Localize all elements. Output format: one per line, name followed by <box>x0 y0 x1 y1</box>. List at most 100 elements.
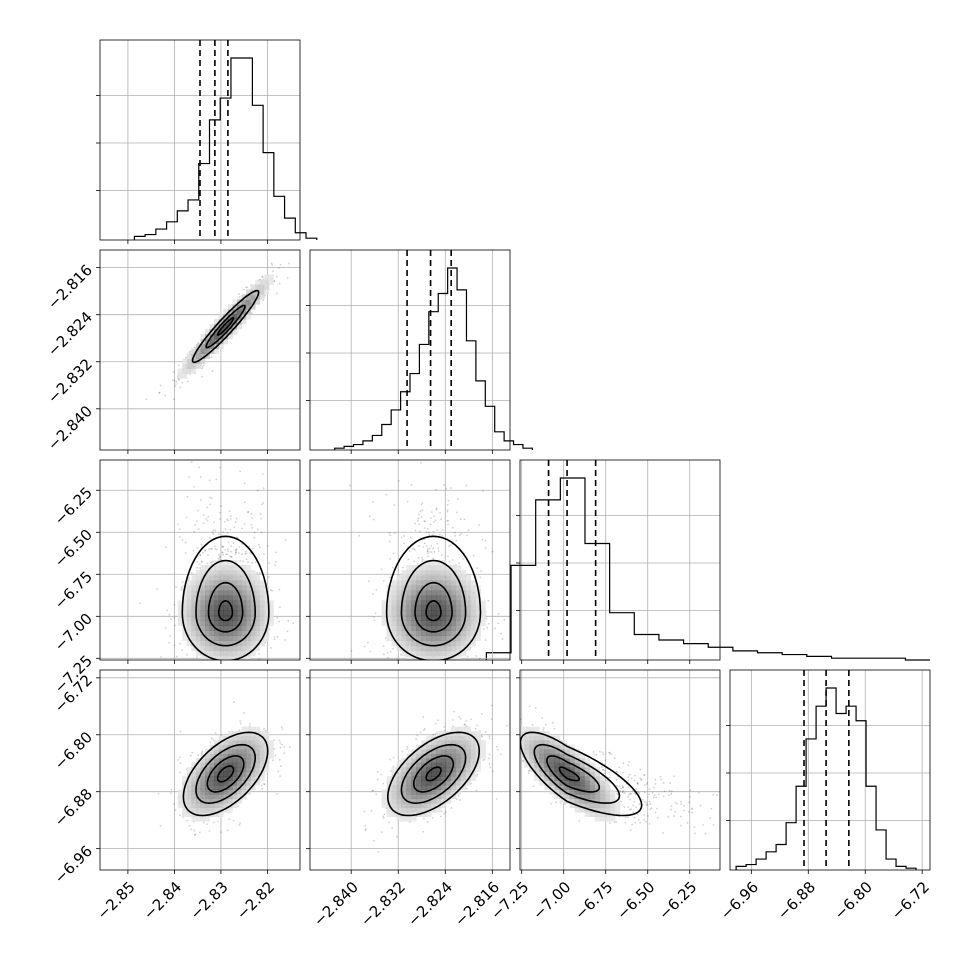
scatter-point <box>238 729 241 732</box>
scatter-point <box>380 568 383 571</box>
density-cell <box>396 625 402 631</box>
density-cell <box>186 780 192 786</box>
density-cell <box>465 645 471 652</box>
scatter-point <box>693 826 696 829</box>
scatter-point <box>442 660 444 662</box>
density-cell <box>209 625 215 631</box>
density-cell <box>574 776 581 782</box>
density-cell <box>391 803 397 809</box>
density-cell <box>599 780 606 786</box>
density-cell <box>411 758 417 764</box>
density-cell <box>421 600 427 606</box>
scatter-point <box>158 392 161 394</box>
scatter-point <box>513 754 515 756</box>
scatter-point <box>392 756 395 759</box>
density-cell <box>236 776 242 782</box>
density-cell <box>241 726 247 732</box>
density-cell <box>421 590 427 596</box>
scatter-point <box>663 790 666 793</box>
density-cell <box>264 630 270 637</box>
scatter-point <box>386 651 389 654</box>
density-cell <box>223 585 229 591</box>
density-cell <box>182 363 188 369</box>
scatter-point <box>251 561 254 564</box>
density-cell <box>450 645 457 652</box>
density-cell <box>195 575 201 581</box>
scatter-point <box>427 555 429 558</box>
density-cell <box>544 749 550 755</box>
scatter-point <box>425 531 428 534</box>
scatter-point <box>430 517 432 520</box>
density-cell <box>246 635 252 642</box>
density-cell <box>223 635 229 642</box>
scatter-point <box>208 548 211 551</box>
contour-level-1 <box>217 599 234 622</box>
x-tick-label: −2.85 <box>93 878 138 923</box>
density-cell <box>465 575 471 581</box>
density-cell <box>195 816 201 822</box>
density-cell <box>391 630 397 637</box>
scatter-point <box>382 817 385 820</box>
scatter-point <box>158 391 161 394</box>
density-cell <box>440 590 447 596</box>
density-shading <box>177 274 274 379</box>
scatter-point <box>441 535 444 537</box>
density-cell <box>182 635 188 642</box>
density-cell <box>246 771 252 777</box>
density-cell <box>259 615 265 621</box>
density-cell <box>465 758 471 764</box>
density-cell <box>411 605 417 611</box>
density-cell <box>455 585 462 591</box>
scatter-point <box>267 576 270 578</box>
density-cell <box>241 731 247 737</box>
scatter-point <box>419 731 422 734</box>
scatter-point <box>643 774 645 777</box>
scatter-point <box>276 792 279 795</box>
density-cell <box>250 299 256 305</box>
density-cell <box>520 753 525 759</box>
scatter-point <box>247 511 250 513</box>
scatter-point <box>174 809 177 812</box>
panel-frame <box>99 249 301 451</box>
panel-frame <box>519 669 721 871</box>
density-cell <box>381 789 387 795</box>
scatter-point <box>693 832 696 835</box>
density-cell <box>539 740 545 746</box>
density-cell <box>436 650 442 657</box>
scatter-point <box>686 821 689 824</box>
density-cell <box>436 590 442 596</box>
density-cell <box>200 565 206 571</box>
scatter-point <box>262 299 264 302</box>
scatter-point <box>382 645 385 648</box>
scatter-point <box>171 379 174 382</box>
density-cell <box>440 565 447 571</box>
scatter-point <box>622 786 625 789</box>
density-cell <box>426 570 432 576</box>
density-cell <box>195 615 201 621</box>
scatter-point <box>441 554 443 557</box>
density-cell <box>214 580 220 586</box>
density-cell <box>227 776 233 782</box>
scatter-point <box>633 816 636 819</box>
scatter-point <box>432 557 434 560</box>
scatter-point <box>414 548 416 551</box>
density-cell <box>445 776 452 782</box>
scatter-point <box>710 807 713 810</box>
contour-level-2 <box>546 755 601 793</box>
density-cell <box>241 595 247 601</box>
scatter-point <box>457 562 460 564</box>
density-cell <box>401 650 407 657</box>
density-cell <box>246 565 252 571</box>
density-cell <box>470 615 476 621</box>
density-cell <box>191 575 197 581</box>
density-cell <box>431 630 437 637</box>
density-cell <box>236 798 242 804</box>
scatter-point <box>250 513 253 515</box>
density-cell <box>246 758 252 764</box>
scatter-point <box>233 661 235 663</box>
density-cell <box>218 762 224 768</box>
density-cell <box>218 560 224 566</box>
density-cell <box>604 803 611 809</box>
density-cell <box>209 570 215 576</box>
density-cell <box>191 600 197 606</box>
